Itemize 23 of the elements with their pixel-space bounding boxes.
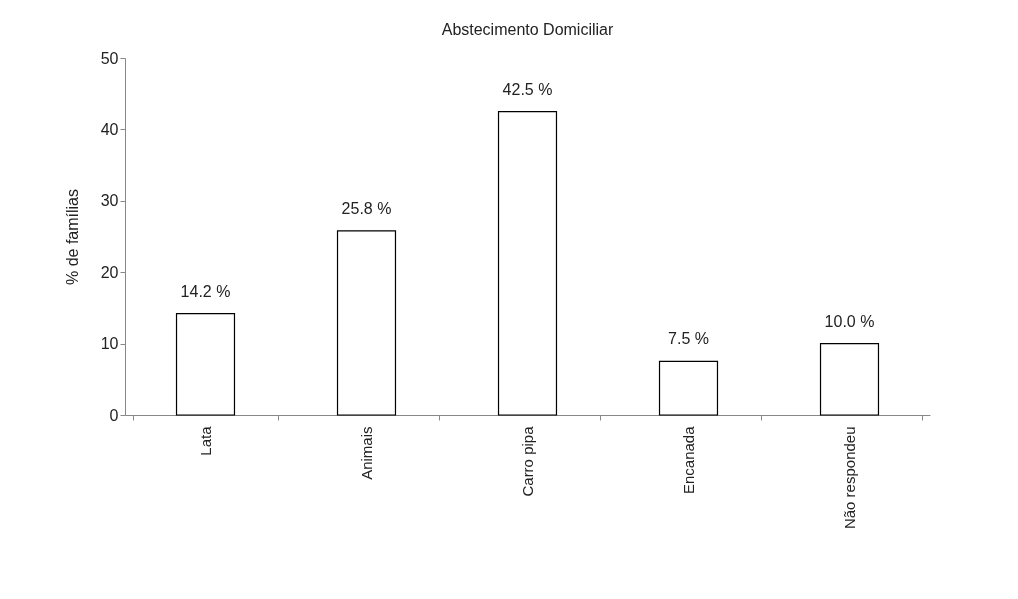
y-tick-label: 10: [100, 335, 119, 353]
data-label: 25.8 %: [341, 199, 392, 217]
bar: [175, 313, 236, 416]
data-label: 42.5 %: [502, 80, 553, 98]
data-label: 7.5 %: [668, 330, 709, 348]
x-tick-label: Não respondeu: [841, 426, 858, 530]
y-tick-label: 40: [100, 120, 119, 138]
x-tick-label: Carro pipa: [519, 425, 536, 497]
chart-title: Abstecimento Domiciliar: [441, 21, 614, 38]
bar: [819, 343, 880, 416]
x-tick-label: Encanada: [680, 425, 697, 495]
x-tick-label: Lata: [197, 425, 214, 456]
y-tick-label: 0: [109, 406, 119, 424]
bar: [497, 110, 558, 416]
data-label: 10.0 %: [824, 312, 875, 330]
data-label: 14.2 %: [180, 282, 231, 300]
y-axis-title: % de famílias: [63, 188, 81, 286]
y-tick-label: 50: [100, 49, 119, 67]
bar: [336, 230, 397, 416]
y-tick-label: 20: [100, 263, 119, 281]
y-tick-label: 30: [100, 192, 119, 210]
x-tick-label: Animais: [358, 426, 375, 480]
bar: [658, 360, 719, 416]
